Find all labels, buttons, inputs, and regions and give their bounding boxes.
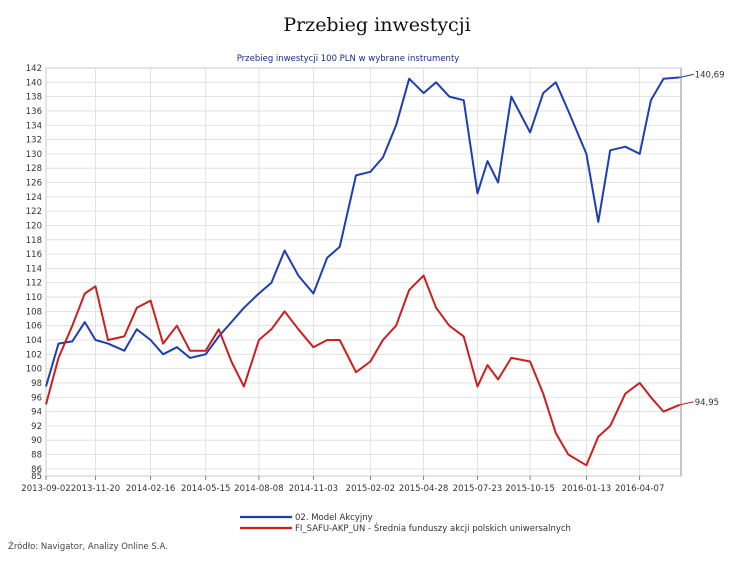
chart-subtitle: Przebieg inwestycji 100 PLN w wybrane in… [237, 54, 460, 64]
end-label-leader-0 [679, 73, 694, 78]
x-tick-label: 2013-09-02 [21, 484, 70, 494]
y-tick-label: 86 [31, 465, 42, 475]
series-line-0 [45, 76, 680, 387]
x-tick-label: 2014-05-15 [181, 484, 230, 494]
y-tick-label: 85 [31, 472, 42, 482]
y-tick-label: 130 [26, 150, 42, 160]
x-tick-label: 2014-08-08 [234, 484, 283, 494]
y-tick-label: 106 [26, 322, 42, 332]
y-tick-label: 102 [26, 350, 42, 360]
y-tick-label: 134 [26, 121, 42, 131]
y-tick-label: 98 [31, 379, 42, 389]
x-tick-label: 2016-04-07 [615, 484, 664, 494]
y-tick-label: 132 [26, 136, 42, 146]
y-tick-label: 128 [26, 164, 42, 174]
y-tick-label: 124 [26, 193, 42, 203]
y-tick-label: 100 [26, 365, 42, 375]
x-tick-label: 2015-10-15 [505, 484, 554, 494]
x-tick-label: 2015-07-23 [453, 484, 502, 494]
source-note: Źródło: Navigator, Analizy Online S.A. [8, 540, 168, 552]
page-title: Przebieg inwestycji [283, 14, 471, 36]
y-tick-label: 110 [26, 293, 42, 303]
legend-label-fi-safu: FI_SAFU-AKP_UN - Średnia funduszy akcji … [295, 522, 571, 534]
y-tick-label: 140 [26, 78, 42, 88]
end-label-leader-1 [679, 401, 694, 406]
x-tick-label: 2015-04-28 [399, 484, 448, 494]
plot-area [45, 67, 682, 477]
y-tick-label: 108 [26, 307, 42, 317]
x-tick-label: 2016-01-13 [562, 484, 611, 494]
y-tick-label: 136 [26, 107, 42, 117]
y-tick-label: 116 [26, 250, 42, 260]
y-tick-label: 122 [26, 207, 42, 217]
y-tick-label: 112 [26, 279, 42, 289]
legend: 02. Model Akcyjny FI_SAFU-AKP_UN - Średn… [240, 513, 571, 534]
y-tick-label: 120 [26, 221, 42, 231]
y-tick-label: 88 [31, 451, 42, 461]
y-tick-label: 90 [31, 436, 42, 446]
y-tick-label: 126 [26, 179, 42, 189]
y-tick-label: 138 [26, 93, 42, 103]
y-tick-label: 142 [26, 64, 42, 74]
x-tick-label: 2013-11-20 [71, 484, 120, 494]
x-tick-label: 2015-02-02 [346, 484, 395, 494]
y-tick-label: 96 [31, 393, 42, 403]
y-tick-label: 104 [26, 336, 42, 346]
y-tick-label: 114 [26, 264, 42, 274]
legend-label-model-akcyjny: 02. Model Akcyjny [295, 513, 373, 523]
x-tick-label: 2014-02-16 [126, 484, 175, 494]
y-tick-label: 94 [31, 408, 42, 418]
y-tick-label: 92 [31, 422, 42, 432]
end-label-0: 140,69 [695, 70, 725, 80]
end-label-1: 94,95 [695, 398, 719, 408]
y-tick-label: 118 [26, 236, 42, 246]
x-tick-label: 2014-11-03 [289, 484, 338, 494]
series-line-1 [45, 274, 681, 467]
